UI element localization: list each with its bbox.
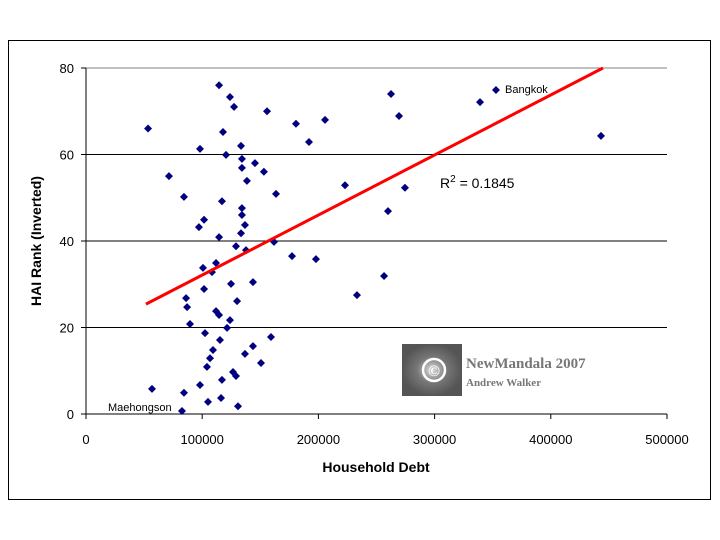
data-point xyxy=(232,371,241,380)
data-point xyxy=(217,197,226,206)
data-point xyxy=(225,92,234,101)
copyright-icon xyxy=(421,357,447,383)
data-point xyxy=(341,181,350,190)
data-point xyxy=(242,176,251,185)
data-point xyxy=(179,388,188,397)
data-point xyxy=(218,128,227,137)
data-point xyxy=(266,333,275,342)
data-point xyxy=(199,263,208,272)
data-point xyxy=(144,124,153,133)
data-point xyxy=(230,102,239,111)
data-point xyxy=(596,131,605,140)
watermark: © NewMandala 2007 Andrew Walker xyxy=(402,344,586,396)
x-tick-label: 300000 xyxy=(413,432,456,447)
data-point xyxy=(237,204,246,213)
data-point xyxy=(387,89,396,98)
data-point xyxy=(164,172,173,181)
data-point xyxy=(209,345,218,354)
x-axis-title: Household Debt xyxy=(322,459,430,475)
data-point xyxy=(200,329,209,338)
data-point xyxy=(476,98,485,107)
data-point xyxy=(248,342,257,351)
data-point xyxy=(227,279,236,288)
data-point xyxy=(177,406,186,415)
data-point xyxy=(204,397,213,406)
data-point xyxy=(182,294,191,303)
data-points xyxy=(144,81,605,415)
data-point xyxy=(215,310,224,319)
data-point xyxy=(148,384,157,393)
data-point xyxy=(195,381,204,390)
x-tick-label: 200000 xyxy=(297,432,340,447)
data-point xyxy=(288,252,297,261)
data-point xyxy=(185,320,194,329)
x-tick-label: 500000 xyxy=(645,432,688,447)
y-tick-label: 40 xyxy=(60,234,74,249)
data-point xyxy=(321,115,330,124)
data-point xyxy=(195,144,204,153)
data-point xyxy=(304,137,313,146)
gridlines xyxy=(86,67,667,328)
data-point xyxy=(237,154,246,163)
data-point xyxy=(491,86,500,95)
annotation-maehongson: Maehongson xyxy=(108,402,172,414)
annotation-bangkok: Bangkok xyxy=(505,84,548,96)
data-point xyxy=(194,223,203,232)
watermark-image xyxy=(402,344,462,396)
data-point xyxy=(179,192,188,201)
data-point xyxy=(217,393,226,402)
data-point xyxy=(212,259,221,268)
data-point xyxy=(256,358,265,367)
data-point xyxy=(248,278,257,287)
x-tick-label: 0 xyxy=(82,432,89,447)
y-tick-label: 60 xyxy=(60,148,74,163)
axes: 0 20 40 60 80 0 100000 200000 300000 400000 500000 xyxy=(60,61,689,447)
r2-label: R2 = 0.1845 xyxy=(440,174,515,191)
data-point xyxy=(250,159,259,168)
data-point xyxy=(200,285,209,294)
data-point xyxy=(400,183,409,192)
data-point xyxy=(215,233,224,242)
y-tick-label: 20 xyxy=(60,321,74,336)
data-point xyxy=(384,207,393,216)
chart-frame xyxy=(8,40,711,500)
data-point xyxy=(352,291,361,300)
watermark-author: Andrew Walker xyxy=(466,377,541,389)
data-point xyxy=(259,167,268,176)
y-tick-label: 80 xyxy=(60,61,74,76)
data-point xyxy=(237,141,246,150)
data-point xyxy=(237,211,246,220)
y-axis-title: HAI Rank (Inverted) xyxy=(28,176,44,306)
data-point xyxy=(291,119,300,128)
x-tick-label: 400000 xyxy=(529,432,572,447)
trendline xyxy=(145,66,604,306)
data-point xyxy=(215,81,224,90)
data-point xyxy=(205,354,214,363)
x-tick-label: 100000 xyxy=(181,432,224,447)
data-point xyxy=(202,362,211,371)
data-point xyxy=(183,303,192,312)
data-point xyxy=(311,255,320,264)
watermark-title: NewMandala 2007 xyxy=(466,356,586,372)
data-point xyxy=(222,150,231,159)
data-point xyxy=(237,163,246,172)
data-point xyxy=(240,349,249,358)
data-point xyxy=(217,375,226,384)
data-point xyxy=(380,272,389,281)
copyright-symbol: © xyxy=(428,363,440,380)
data-point xyxy=(271,189,280,198)
data-point xyxy=(215,336,224,345)
data-point xyxy=(233,402,242,411)
data-point xyxy=(225,316,234,325)
data-point xyxy=(240,220,249,229)
data-point xyxy=(200,215,209,224)
data-point xyxy=(232,242,241,251)
data-point xyxy=(233,297,242,306)
data-point xyxy=(223,323,232,332)
data-point xyxy=(263,107,272,116)
data-point xyxy=(237,229,246,238)
data-point xyxy=(395,112,404,121)
y-tick-label: 0 xyxy=(67,407,74,422)
